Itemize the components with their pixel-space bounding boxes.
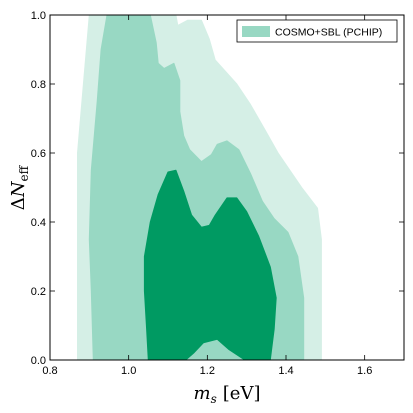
x-tick-label: 0.8 — [42, 365, 57, 377]
y-tick-label: 0.2 — [31, 286, 46, 298]
x-tick-label: 1.0 — [121, 365, 136, 377]
axis-ticks: 0.8 1.0 1.2 1.4 1.6 0.0 0.2 0.4 0.6 0.8 1.0 — [31, 10, 404, 377]
x-tick-label: 1.6 — [357, 365, 372, 377]
x-axis-title: ms [eV] — [194, 383, 261, 406]
legend: COSMO+SBL (PCHIP) — [236, 19, 398, 43]
y-tick-label: 0.0 — [31, 355, 46, 367]
confidence-regions — [77, 14, 322, 361]
legend-swatch — [242, 26, 270, 37]
y-axis-title: ΔNeff — [8, 164, 31, 210]
plot-frame — [49, 14, 405, 361]
legend-label: COSMO+SBL (PCHIP) — [275, 27, 382, 39]
inner-region — [143, 169, 277, 361]
x-tick-label: 1.2 — [200, 365, 215, 377]
y-tick-label: 0.4 — [31, 217, 46, 229]
legend-box — [236, 19, 398, 43]
y-tick-label: 0.8 — [31, 79, 46, 91]
y-tick-label: 0.6 — [31, 148, 46, 160]
x-tick-label: 1.4 — [278, 365, 293, 377]
y-tick-label: 1.0 — [31, 10, 46, 22]
